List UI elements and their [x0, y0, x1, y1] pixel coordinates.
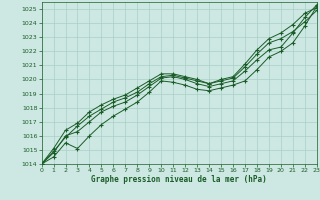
X-axis label: Graphe pression niveau de la mer (hPa): Graphe pression niveau de la mer (hPa) — [91, 175, 267, 184]
